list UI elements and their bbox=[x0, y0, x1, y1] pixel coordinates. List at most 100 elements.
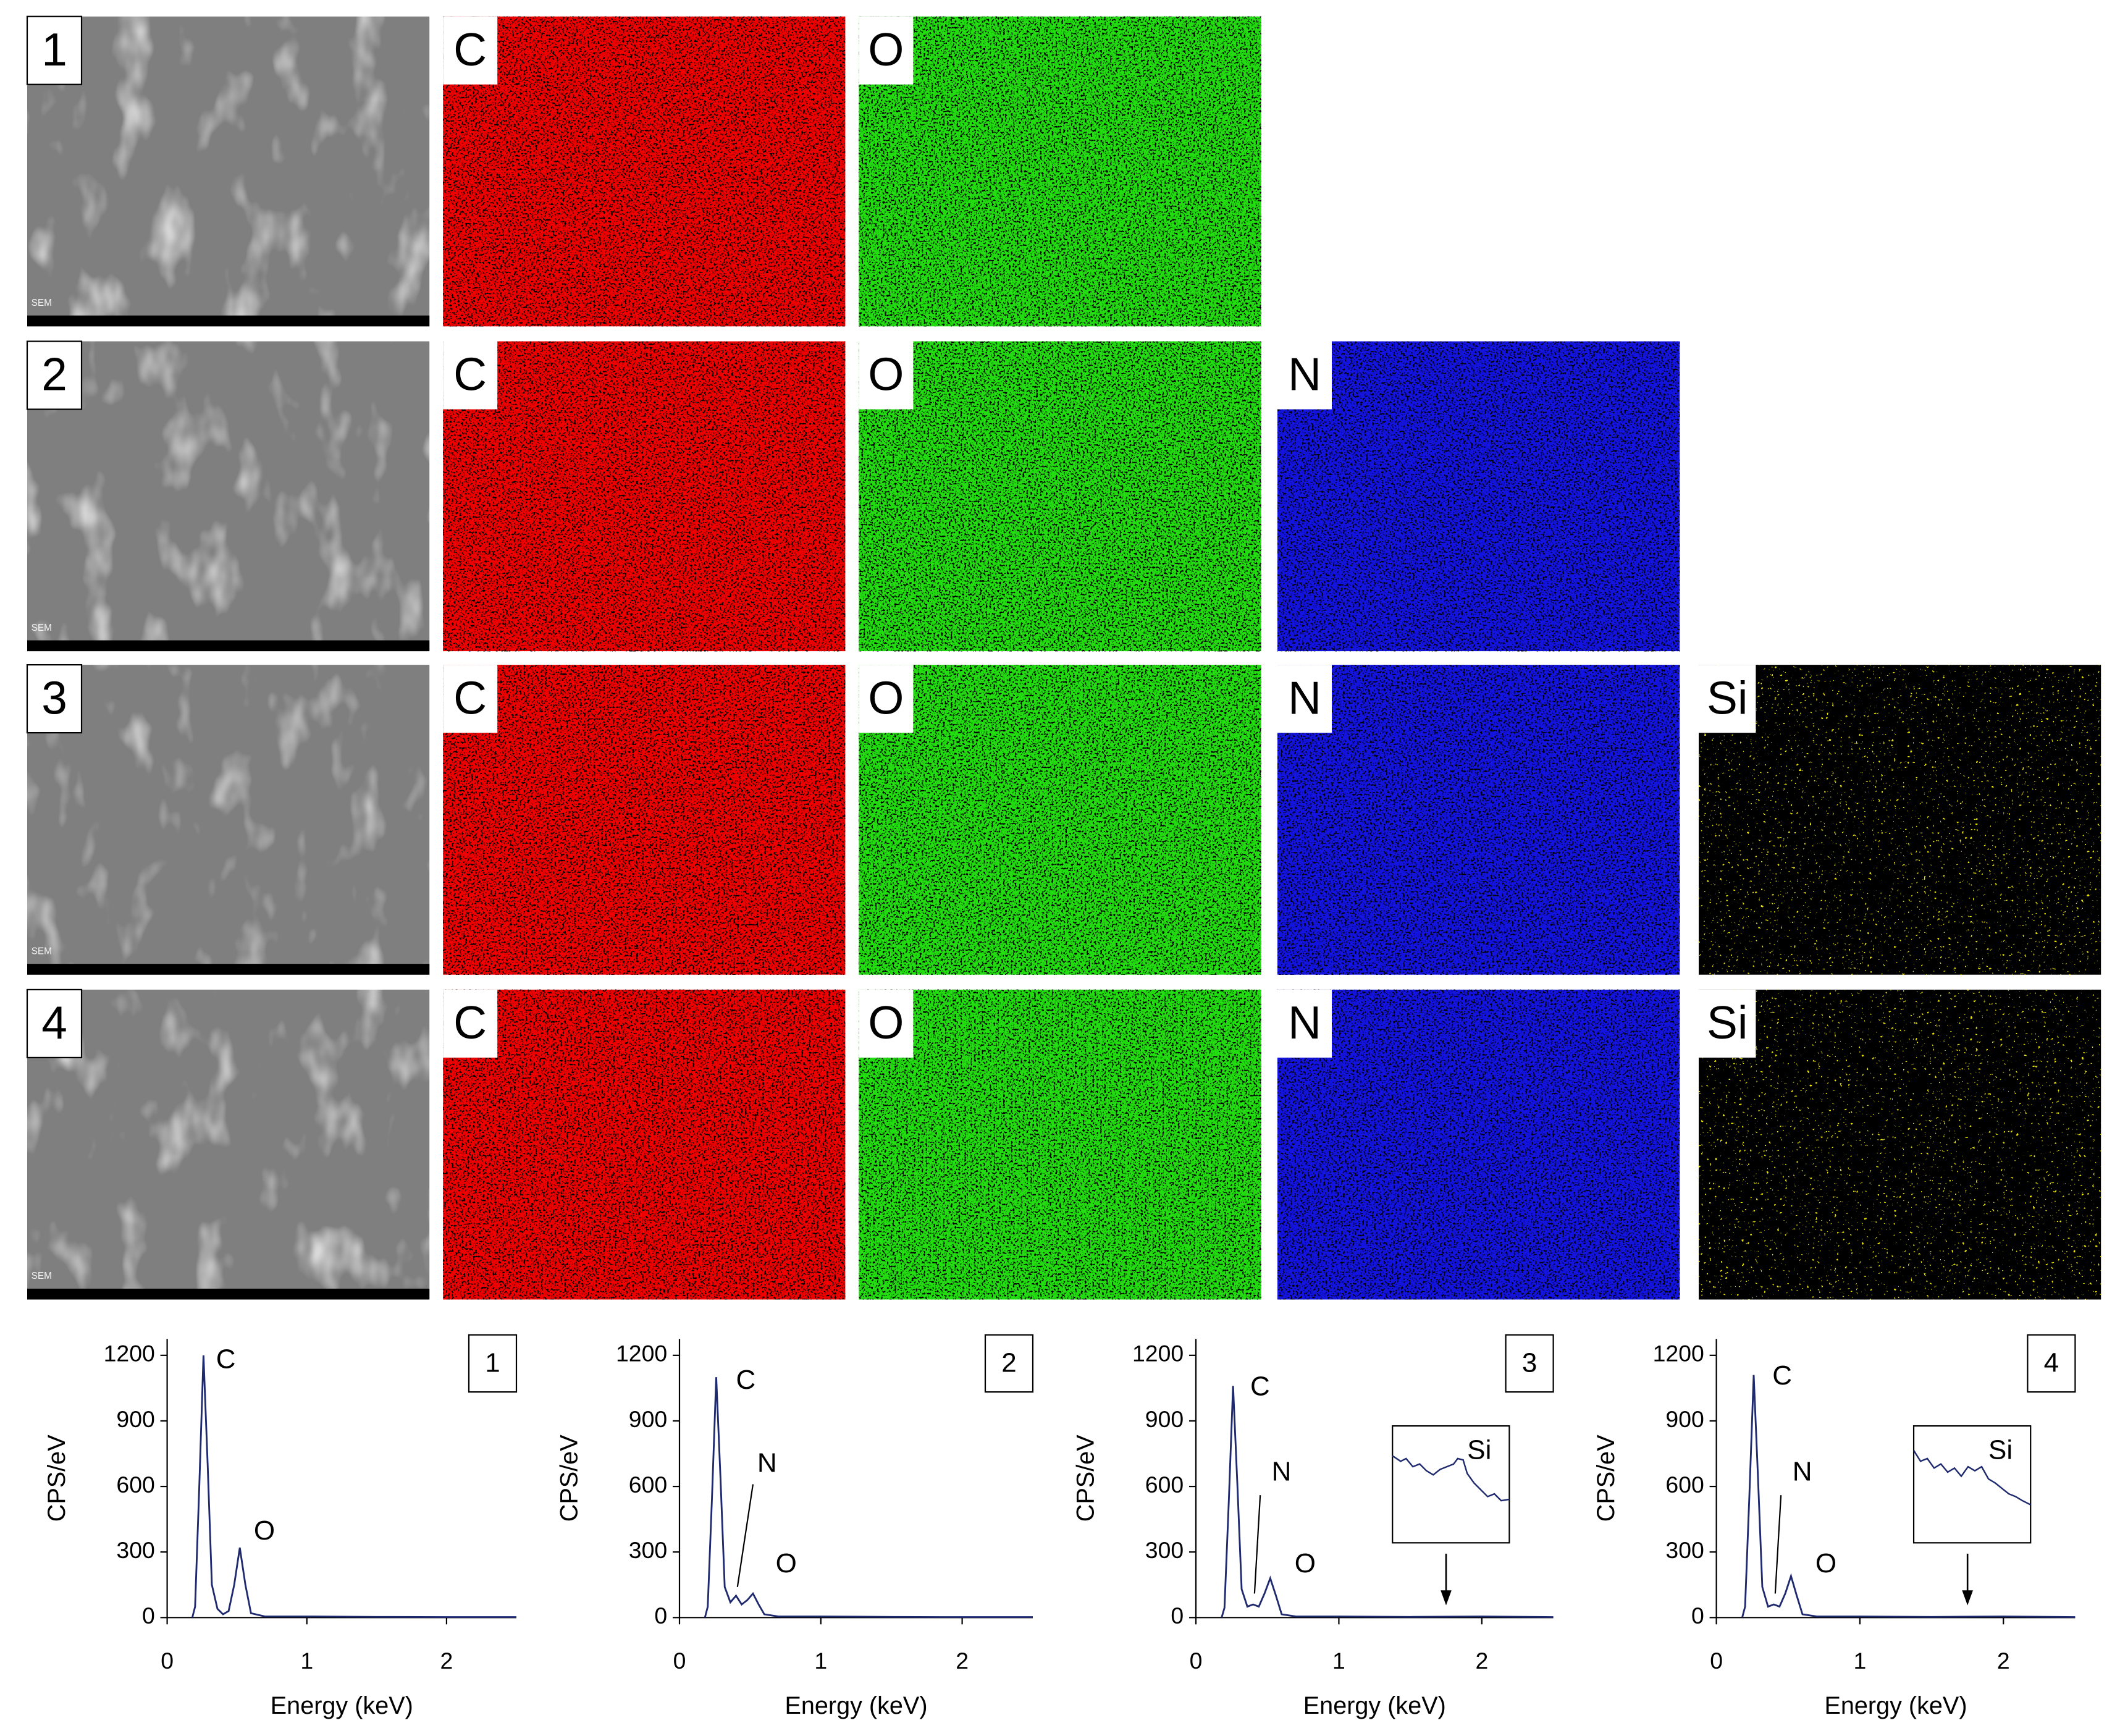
y-tick-label: 900 bbox=[1665, 1406, 1704, 1432]
map-label-box bbox=[859, 665, 914, 733]
peak-label: C bbox=[1772, 1360, 1792, 1391]
map-label-box bbox=[859, 989, 914, 1058]
sem-label: SEM bbox=[32, 298, 52, 308]
sem-label: SEM bbox=[32, 1271, 52, 1281]
panel-label: 4 bbox=[2044, 1348, 2059, 1378]
map-label: C bbox=[453, 23, 487, 75]
y-tick-label: 1200 bbox=[616, 1341, 667, 1367]
panel-label: 4 bbox=[41, 997, 67, 1048]
leader-line bbox=[736, 1484, 754, 1587]
panel-label-box bbox=[1505, 1334, 1554, 1393]
map-speckle bbox=[443, 341, 846, 652]
sem-label: SEM bbox=[32, 623, 52, 633]
inset-spectrum bbox=[1392, 1455, 1510, 1502]
peak-label: C bbox=[736, 1365, 756, 1395]
map-label-box bbox=[859, 341, 914, 410]
inset-box bbox=[1392, 1425, 1510, 1544]
arrow-head bbox=[1441, 1590, 1452, 1606]
map-label: N bbox=[1288, 997, 1321, 1048]
sem-bar bbox=[27, 640, 430, 652]
map-label-box bbox=[443, 341, 498, 410]
x-tick-label: 2 bbox=[1475, 1648, 1488, 1674]
inset-label: Si bbox=[1988, 1435, 2013, 1465]
y-tick-label: 300 bbox=[629, 1537, 667, 1563]
x-tick-label: 1 bbox=[1854, 1648, 1867, 1674]
y-axis-label: CPS/eV bbox=[43, 1435, 70, 1522]
y-tick-label: 900 bbox=[1145, 1406, 1184, 1432]
map-label: C bbox=[453, 348, 487, 400]
y-axis-label: CPS/eV bbox=[1592, 1435, 1620, 1522]
leader-line bbox=[1774, 1495, 1782, 1594]
map-label-box bbox=[1699, 989, 1756, 1058]
map-label-box bbox=[1699, 665, 1756, 733]
inset-spectrum bbox=[1913, 1450, 2031, 1506]
map-label-box bbox=[1277, 989, 1332, 1058]
sem-label: SEM bbox=[32, 946, 52, 956]
map-label: O bbox=[868, 23, 904, 75]
y-tick-label: 0 bbox=[142, 1603, 155, 1629]
peak-label: O bbox=[776, 1548, 797, 1578]
y-tick-label: 600 bbox=[1145, 1472, 1184, 1498]
panel-label: 2 bbox=[1001, 1348, 1016, 1378]
map-label: N bbox=[1288, 672, 1321, 723]
map-label-box bbox=[443, 989, 498, 1058]
map-speckle bbox=[859, 341, 1261, 652]
peak-label: C bbox=[216, 1344, 236, 1374]
y-tick-label: 900 bbox=[116, 1406, 154, 1432]
y-tick-label: 300 bbox=[1665, 1537, 1704, 1563]
y-tick-label: 1200 bbox=[1653, 1341, 1704, 1367]
sem-texture bbox=[27, 16, 430, 316]
x-axis-label: Energy (keV) bbox=[1824, 1692, 1967, 1719]
map-speckle bbox=[859, 665, 1261, 975]
spectrum-line bbox=[1221, 1386, 1554, 1619]
y-tick-label: 0 bbox=[654, 1603, 667, 1629]
y-axis-label: CPS/eV bbox=[555, 1435, 583, 1522]
peak-label: O bbox=[254, 1515, 275, 1546]
panel-label-box bbox=[26, 664, 83, 734]
panel-label: 2 bbox=[41, 348, 67, 400]
panel-label-box bbox=[468, 1334, 518, 1393]
y-tick-label: 1200 bbox=[1132, 1341, 1184, 1367]
map-label: Si bbox=[1707, 672, 1748, 723]
map-label: O bbox=[868, 348, 904, 400]
spectrum-line bbox=[704, 1377, 1033, 1619]
map-speckle bbox=[1277, 989, 1680, 1300]
sem-bar bbox=[27, 1288, 430, 1300]
x-axis-label: Energy (keV) bbox=[784, 1692, 927, 1719]
map-speckle bbox=[443, 989, 846, 1300]
map-speckle bbox=[1699, 989, 2101, 1300]
map-speckle bbox=[1277, 341, 1680, 652]
x-tick-label: 1 bbox=[1332, 1648, 1345, 1674]
map-label: O bbox=[868, 997, 904, 1048]
sem-texture bbox=[27, 341, 430, 641]
map-label: C bbox=[453, 997, 487, 1048]
sem-texture bbox=[27, 989, 430, 1289]
spectrum-line bbox=[1741, 1375, 2076, 1619]
sem-texture bbox=[27, 665, 430, 964]
y-tick-label: 600 bbox=[629, 1472, 667, 1498]
sem-bar bbox=[27, 964, 430, 975]
map-label: N bbox=[1288, 348, 1321, 400]
map-speckle bbox=[443, 16, 846, 327]
x-tick-label: 1 bbox=[300, 1648, 313, 1674]
panel-label-box bbox=[26, 15, 83, 85]
peak-label: O bbox=[1295, 1548, 1316, 1578]
map-label: Si bbox=[1707, 997, 1748, 1048]
peak-label: N bbox=[1793, 1456, 1812, 1486]
peak-label: N bbox=[1272, 1456, 1292, 1486]
panel-label: 3 bbox=[1522, 1348, 1537, 1378]
panel-label: 3 bbox=[41, 672, 67, 723]
panel-label: 1 bbox=[485, 1348, 500, 1378]
x-tick-label: 0 bbox=[1190, 1648, 1203, 1674]
y-tick-label: 900 bbox=[629, 1406, 667, 1432]
peak-label: O bbox=[1815, 1548, 1836, 1578]
peak-label: N bbox=[757, 1447, 777, 1478]
map-label-box bbox=[1277, 665, 1332, 733]
x-axis-label: Energy (keV) bbox=[1303, 1692, 1446, 1719]
y-tick-label: 1200 bbox=[104, 1341, 155, 1367]
x-tick-label: 0 bbox=[161, 1648, 174, 1674]
map-label-box bbox=[859, 16, 914, 85]
y-axis-label: CPS/eV bbox=[1072, 1435, 1099, 1522]
map-speckle bbox=[1277, 665, 1680, 975]
panel-label-box bbox=[26, 988, 83, 1058]
